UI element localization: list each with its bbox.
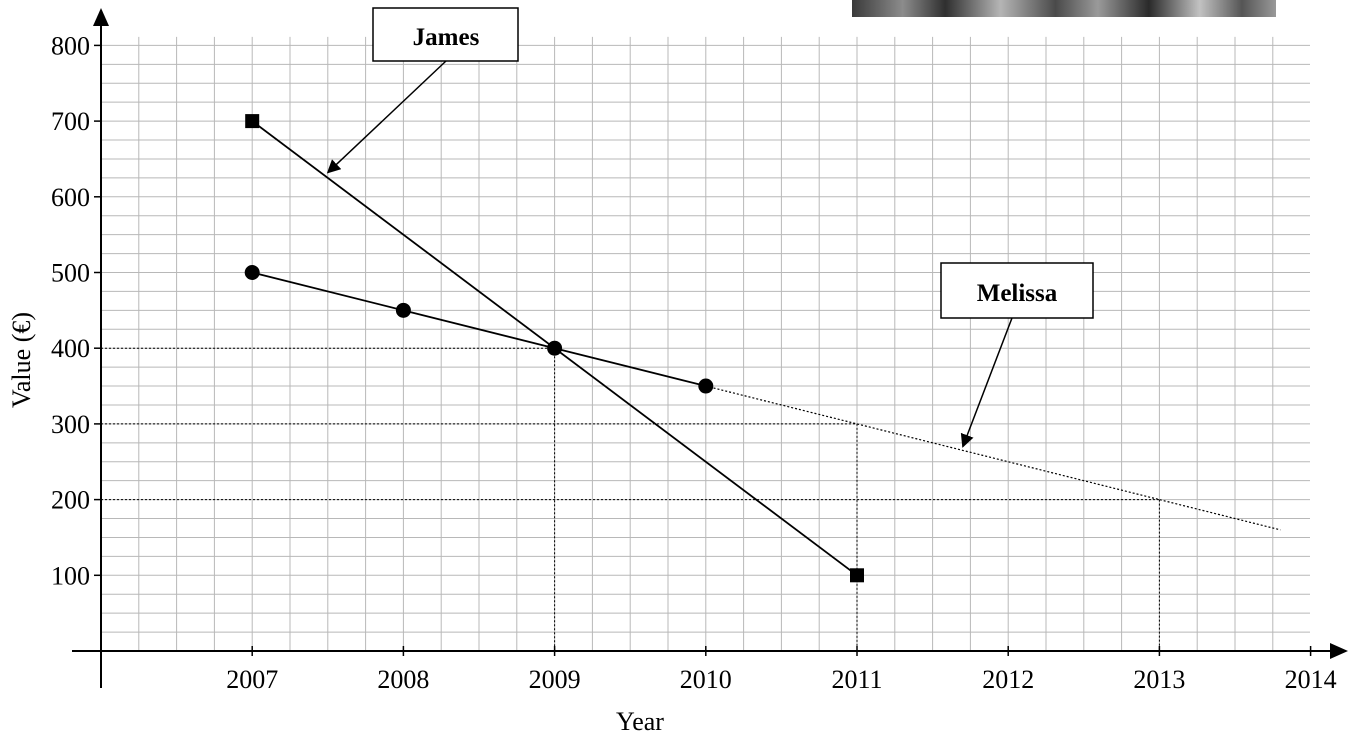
y-axis-title: Value (€) bbox=[7, 312, 36, 408]
series-extension-melissa bbox=[705, 385, 1281, 531]
x-axis-title: Year bbox=[616, 707, 664, 736]
series-line-melissa bbox=[251, 271, 707, 387]
callout-label-james: James bbox=[413, 24, 480, 51]
x-tick-label: 2011 bbox=[831, 665, 882, 694]
y-tick-label: 200 bbox=[51, 486, 90, 515]
y-tick-label: 500 bbox=[51, 259, 90, 288]
y-tick-label: 700 bbox=[51, 107, 90, 136]
tick-labels: 2007 2008 2009 2010 2011 2012 2013 2014 100 200 30… bbox=[51, 31, 1337, 694]
y-tick-label: 300 bbox=[51, 410, 90, 439]
photo-fragment bbox=[852, 0, 1276, 17]
series bbox=[244, 114, 1281, 583]
callout-box-james bbox=[372, 7, 519, 62]
x-axis-arrow-icon bbox=[1330, 643, 1348, 659]
x-tick-label: 2012 bbox=[982, 665, 1034, 694]
grid bbox=[100, 36, 1310, 652]
y-tick-label: 400 bbox=[51, 334, 90, 363]
annotations: James Melissa bbox=[326, 7, 1094, 448]
x-tick-label: 2013 bbox=[1133, 665, 1185, 694]
x-tick-label: 2010 bbox=[680, 665, 732, 694]
callout-arrow-melissa bbox=[960, 317, 1013, 448]
data-point-melissa bbox=[698, 378, 714, 394]
callout-arrow-james bbox=[326, 60, 447, 174]
callout-box-melissa bbox=[940, 262, 1094, 319]
guide-lines bbox=[101, 347, 1160, 651]
x-tick-label: 2007 bbox=[226, 665, 278, 694]
data-point-melissa bbox=[244, 265, 260, 280]
callout-label-melissa: Melissa bbox=[977, 280, 1058, 307]
data-point-melissa bbox=[547, 340, 563, 356]
data-point-james bbox=[850, 568, 864, 583]
data-point-melissa bbox=[395, 302, 411, 318]
axes bbox=[72, 8, 1348, 688]
x-tick-label: 2009 bbox=[529, 665, 581, 694]
y-tick-label: 100 bbox=[51, 561, 90, 590]
y-axis-arrow-icon bbox=[93, 8, 109, 26]
x-tick-label: 2008 bbox=[377, 665, 429, 694]
y-tick-label: 800 bbox=[51, 31, 90, 60]
y-tick-label: 600 bbox=[51, 183, 90, 212]
x-tick-label: 2014 bbox=[1285, 665, 1337, 694]
data-point-james bbox=[245, 114, 260, 129]
